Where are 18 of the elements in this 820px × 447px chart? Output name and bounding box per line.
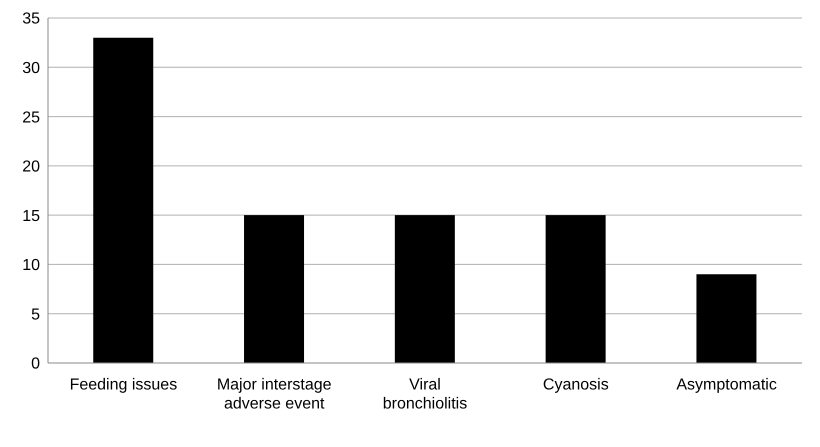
y-tick-label: 0	[31, 356, 40, 373]
bar	[696, 274, 756, 363]
y-tick-label: 20	[22, 158, 40, 176]
y-tick-label: 30	[22, 60, 40, 77]
y-tick-label: 5	[31, 306, 40, 324]
bar	[93, 38, 154, 363]
bar	[394, 215, 455, 363]
y-tick-label: 35	[22, 10, 40, 28]
bar	[244, 215, 304, 363]
y-tick-label: 25	[22, 109, 40, 126]
x-tick-label: Feeding issues	[70, 376, 178, 394]
x-tick-label: Asymptomatic	[676, 376, 777, 394]
y-tick-label: 10	[22, 257, 40, 274]
x-tick-label: Major interstage adverse event	[216, 376, 332, 413]
y-tick-label: 15	[22, 208, 40, 225]
x-tick-label: Viral bronchiolitis	[382, 376, 468, 413]
x-tick-label: Cyanosis	[542, 376, 609, 394]
bar	[546, 215, 606, 363]
